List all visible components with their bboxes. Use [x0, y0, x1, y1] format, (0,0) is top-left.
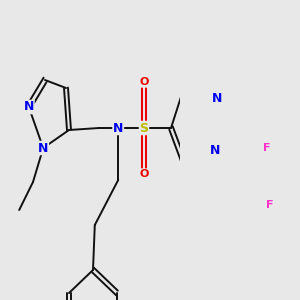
Text: N: N: [212, 92, 222, 104]
Text: N: N: [210, 143, 220, 157]
Text: F: F: [263, 143, 271, 153]
Text: S: S: [140, 122, 148, 134]
Text: O: O: [139, 77, 149, 87]
Text: N: N: [113, 122, 123, 134]
Text: N: N: [38, 142, 48, 154]
Text: N: N: [24, 100, 34, 113]
Text: F: F: [266, 200, 274, 210]
Text: O: O: [139, 169, 149, 179]
